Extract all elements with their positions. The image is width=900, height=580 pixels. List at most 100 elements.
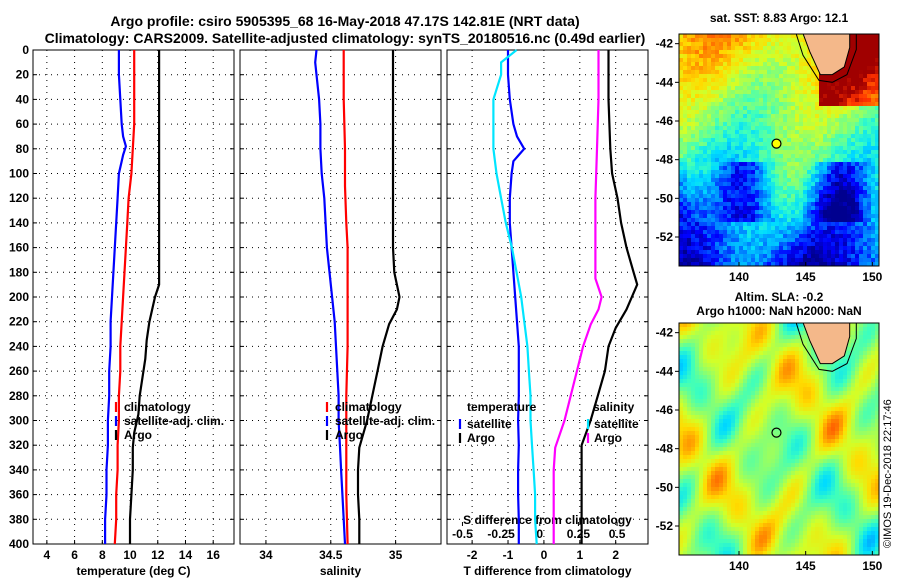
x-tick-label: 12 [151, 548, 165, 562]
series-line-satellite [103, 50, 128, 544]
x-tick-label: 16 [207, 548, 221, 562]
lat-tick-label: -46 [656, 114, 674, 128]
lat-tick-label: -46 [656, 403, 674, 417]
depth-tick-label: 220 [9, 315, 29, 329]
series-line-satellite [314, 49, 347, 545]
depth-tick-label: 340 [9, 463, 29, 477]
legend-entry: satellite-adj. clim. [335, 414, 435, 428]
x-tick-label: 2 [612, 548, 619, 562]
map-field [679, 323, 879, 555]
map-frame [678, 33, 880, 267]
x-tick-label: -2 [467, 548, 478, 562]
series-line-t-argo [580, 50, 639, 544]
lat-tick-label: -42 [656, 326, 674, 340]
map-field [679, 34, 879, 266]
depth-tick-label: 80 [16, 142, 30, 156]
lon-tick-label: 145 [796, 559, 816, 573]
legend-entry: satellite-adj. clim. [124, 414, 224, 428]
depth-tick-label: 160 [9, 241, 29, 255]
map-title: sat. SST: 8.83 Argo: 12.1 [710, 11, 849, 25]
tasmania-land [802, 323, 851, 365]
x2-tick-label: -0.25 [487, 527, 515, 541]
depth-tick-label: 300 [9, 414, 29, 428]
map-sst: sat. SST: 8.83 Argo: 12.1 140 145 150 -42 -44… [656, 11, 883, 284]
x2-tick-label: 0.5 [609, 527, 626, 541]
x-axis-label: T difference from climatology [463, 564, 631, 578]
depth-tick-label: 320 [9, 438, 29, 452]
x-axis-label: temperature (deg C) [76, 564, 190, 578]
map-panels: sat. SST: 8.83 Argo: 12.1 140 145 150 -42 -44… [656, 11, 883, 573]
x-tick-label: 35 [389, 548, 403, 562]
lat-tick-label: -44 [656, 364, 674, 378]
lon-tick-label: 150 [862, 270, 882, 284]
series-line-t-satellite [506, 50, 526, 544]
series-line-s-satellite [492, 49, 538, 545]
tasmania-land [802, 34, 851, 76]
lon-tick-label: 140 [729, 559, 749, 573]
legend-title-temperature: temperature [467, 400, 537, 414]
depth-tick-label: 20 [16, 68, 30, 82]
bathymetry-contour [795, 323, 857, 372]
depth-tick-label: 100 [9, 167, 29, 181]
depth-tick-label: 0 [22, 43, 29, 57]
lat-tick-label: -42 [656, 37, 674, 51]
x-tick-label: 0 [541, 548, 548, 562]
x2-tick-label: -0.5 [452, 527, 473, 541]
lat-tick-label: -50 [656, 480, 674, 494]
x-tick-label: 14 [179, 548, 193, 562]
lat-tick-label: -48 [656, 153, 674, 167]
argo-position-marker [771, 138, 782, 149]
imos-credit: ©IMOS 19-Dec-2018 22:17:46 [882, 399, 894, 548]
x-tick-label: 8 [99, 548, 106, 562]
lat-tick-label: -48 [656, 442, 674, 456]
depth-tick-label: 120 [9, 191, 29, 205]
depth-tick-label: 60 [16, 117, 30, 131]
argo-position-marker [771, 427, 782, 438]
depth-tick-label: 180 [9, 265, 29, 279]
legend-title-salinity: salinity [593, 400, 635, 414]
lon-tick-label: 140 [729, 270, 749, 284]
depth-tick-label: 240 [9, 339, 29, 353]
x2-axis-label: S difference from climatology [463, 513, 632, 527]
lat-tick-label: -44 [656, 75, 674, 89]
depth-tick-label: 40 [16, 92, 30, 106]
lat-tick-label: -52 [656, 230, 674, 244]
lon-tick-label: 150 [862, 559, 882, 573]
series-line-argo [128, 50, 161, 544]
x-tick-label: 1 [576, 548, 583, 562]
x-axis-label: salinity [320, 564, 362, 578]
legend-entry: climatology [335, 400, 402, 414]
x-tick-label: 6 [71, 548, 78, 562]
map-title: Altim. SLA: -0.2 [735, 290, 824, 304]
panel-salinity: 34 34.5 35 salinity climatologysatellite-adj… [239, 49, 442, 578]
legend-entry: satellite [594, 417, 639, 431]
legend-entry: Argo [467, 431, 495, 445]
x-tick-label: 34 [259, 548, 273, 562]
map-frame [678, 322, 880, 556]
depth-tick-label: 400 [9, 537, 29, 551]
depth-tick-label: 380 [9, 512, 29, 526]
depth-tick-label: 140 [9, 216, 29, 230]
x-tick-label: 34.5 [319, 548, 343, 562]
legend-entry: satellite [467, 417, 512, 431]
legend-entry: climatology [124, 400, 191, 414]
depth-tick-label: 260 [9, 364, 29, 378]
figure-title-line1: Argo profile: csiro 5905395_68 16-May-20… [110, 13, 579, 29]
map-subtitle: Argo h1000: NaN h2000: NaN [696, 304, 861, 318]
series-line-climatology [342, 50, 349, 545]
figure-title-line2: Climatology: CARS2009. Satellite-adjuste… [45, 30, 646, 46]
legend-entry: Argo [124, 428, 152, 442]
panel-difference: -2 -1 0 1 2 T difference from climatology -0.5… [446, 49, 649, 578]
x-tick-label: 10 [123, 548, 137, 562]
series-line-s-argo [552, 50, 603, 544]
bathymetry-contour [795, 34, 857, 83]
profile-panels: 0204060801001201401601802002202402602803… [9, 43, 649, 578]
plot-frame [446, 49, 649, 545]
panel-temperature: 0 20 40 60 80 100 120 140 160 180 200 220 240 260 280 3… [9, 43, 235, 578]
depth-tick-label: 280 [9, 389, 29, 403]
depth-tick-label: 200 [9, 290, 29, 304]
x-tick-label: 4 [44, 548, 51, 562]
x-tick-label: -1 [503, 548, 514, 562]
